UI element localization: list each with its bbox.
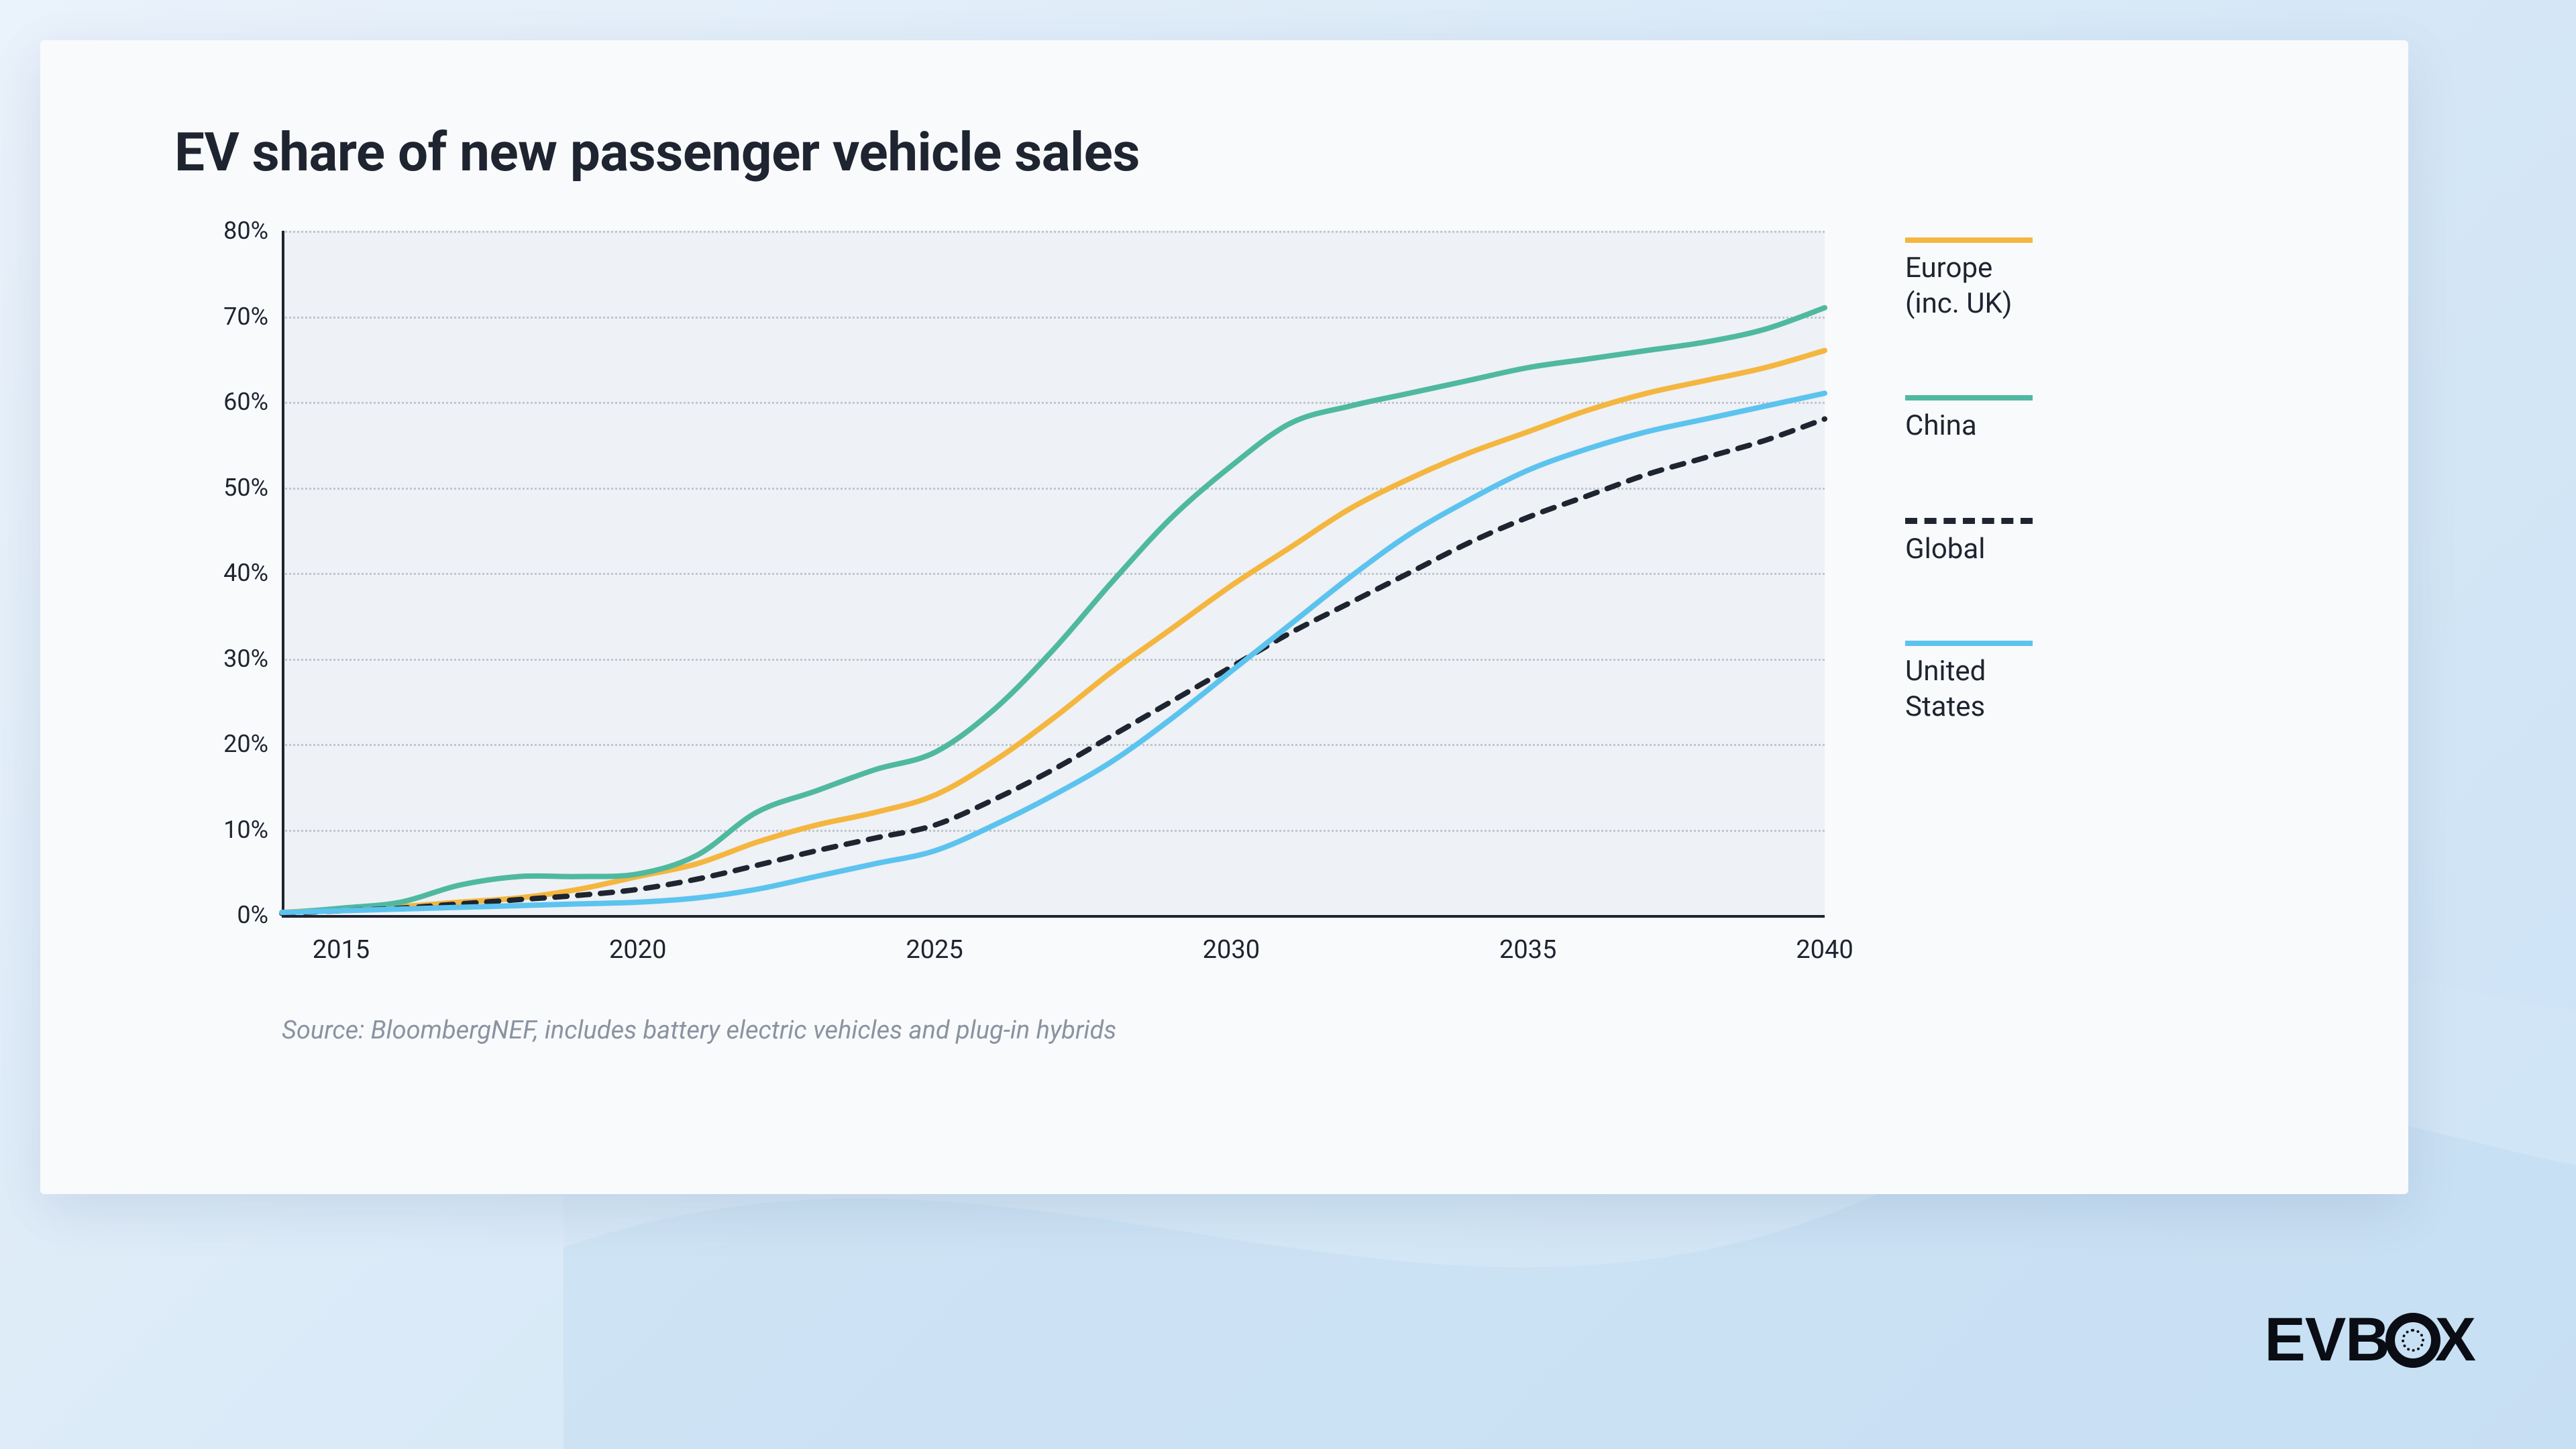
chart-title: EV share of new passenger vehicle sales: [174, 121, 2314, 184]
brand-text-pre: EVB: [2264, 1305, 2389, 1375]
y-tick-label: 10%: [188, 816, 268, 844]
legend-label: Europe(inc. UK): [1905, 251, 2241, 321]
line-series-svg: [282, 231, 1825, 915]
legend-item-europe: Europe(inc. UK): [1905, 237, 2241, 321]
series-europe: [282, 351, 1825, 913]
source-attribution: Source: BloombergNEF, includes battery e…: [282, 1016, 2314, 1045]
brand-ring-icon: [2385, 1313, 2440, 1368]
x-axis: [282, 915, 1825, 918]
legend-swatch: [1905, 395, 2033, 400]
y-tick-label: 80%: [188, 217, 268, 245]
y-tick-label: 40%: [188, 559, 268, 587]
x-tick-label: 2035: [1499, 935, 1556, 965]
chart-card: EV share of new passenger vehicle sales …: [40, 40, 2408, 1194]
legend-swatch: [1905, 641, 2033, 646]
legend-label: China: [1905, 409, 2241, 444]
legend-label: Global: [1905, 532, 2241, 568]
series-global: [282, 419, 1825, 914]
brand-text-post: X: [2435, 1305, 2475, 1375]
y-tick-label: 0%: [188, 901, 268, 929]
x-tick-label: 2040: [1796, 935, 1853, 965]
x-tick-label: 2025: [906, 935, 963, 965]
chart-container: 0%10%20%30%40%50%60%70%80% 2015202020252…: [174, 231, 1865, 982]
legend-item-us: UnitedStates: [1905, 641, 2241, 724]
brand-logo: EVB X: [2264, 1305, 2475, 1375]
series-china: [282, 308, 1825, 914]
y-tick-label: 20%: [188, 730, 268, 758]
legend-item-global: Global: [1905, 518, 2241, 568]
x-tick-label: 2015: [313, 935, 370, 965]
y-tick-label: 70%: [188, 303, 268, 331]
legend-item-china: China: [1905, 395, 2241, 444]
legend-label: UnitedStates: [1905, 654, 2241, 724]
legend-swatch: [1905, 518, 2033, 524]
x-tick-label: 2020: [609, 935, 666, 965]
y-tick-label: 50%: [188, 474, 268, 502]
y-tick-label: 30%: [188, 645, 268, 673]
legend-swatch: [1905, 237, 2033, 243]
x-tick-label: 2030: [1203, 935, 1260, 965]
y-tick-label: 60%: [188, 388, 268, 416]
legend: Europe(inc. UK) China Global UnitedStates: [1905, 231, 2241, 724]
chart-row: 0%10%20%30%40%50%60%70%80% 2015202020252…: [174, 231, 2314, 982]
